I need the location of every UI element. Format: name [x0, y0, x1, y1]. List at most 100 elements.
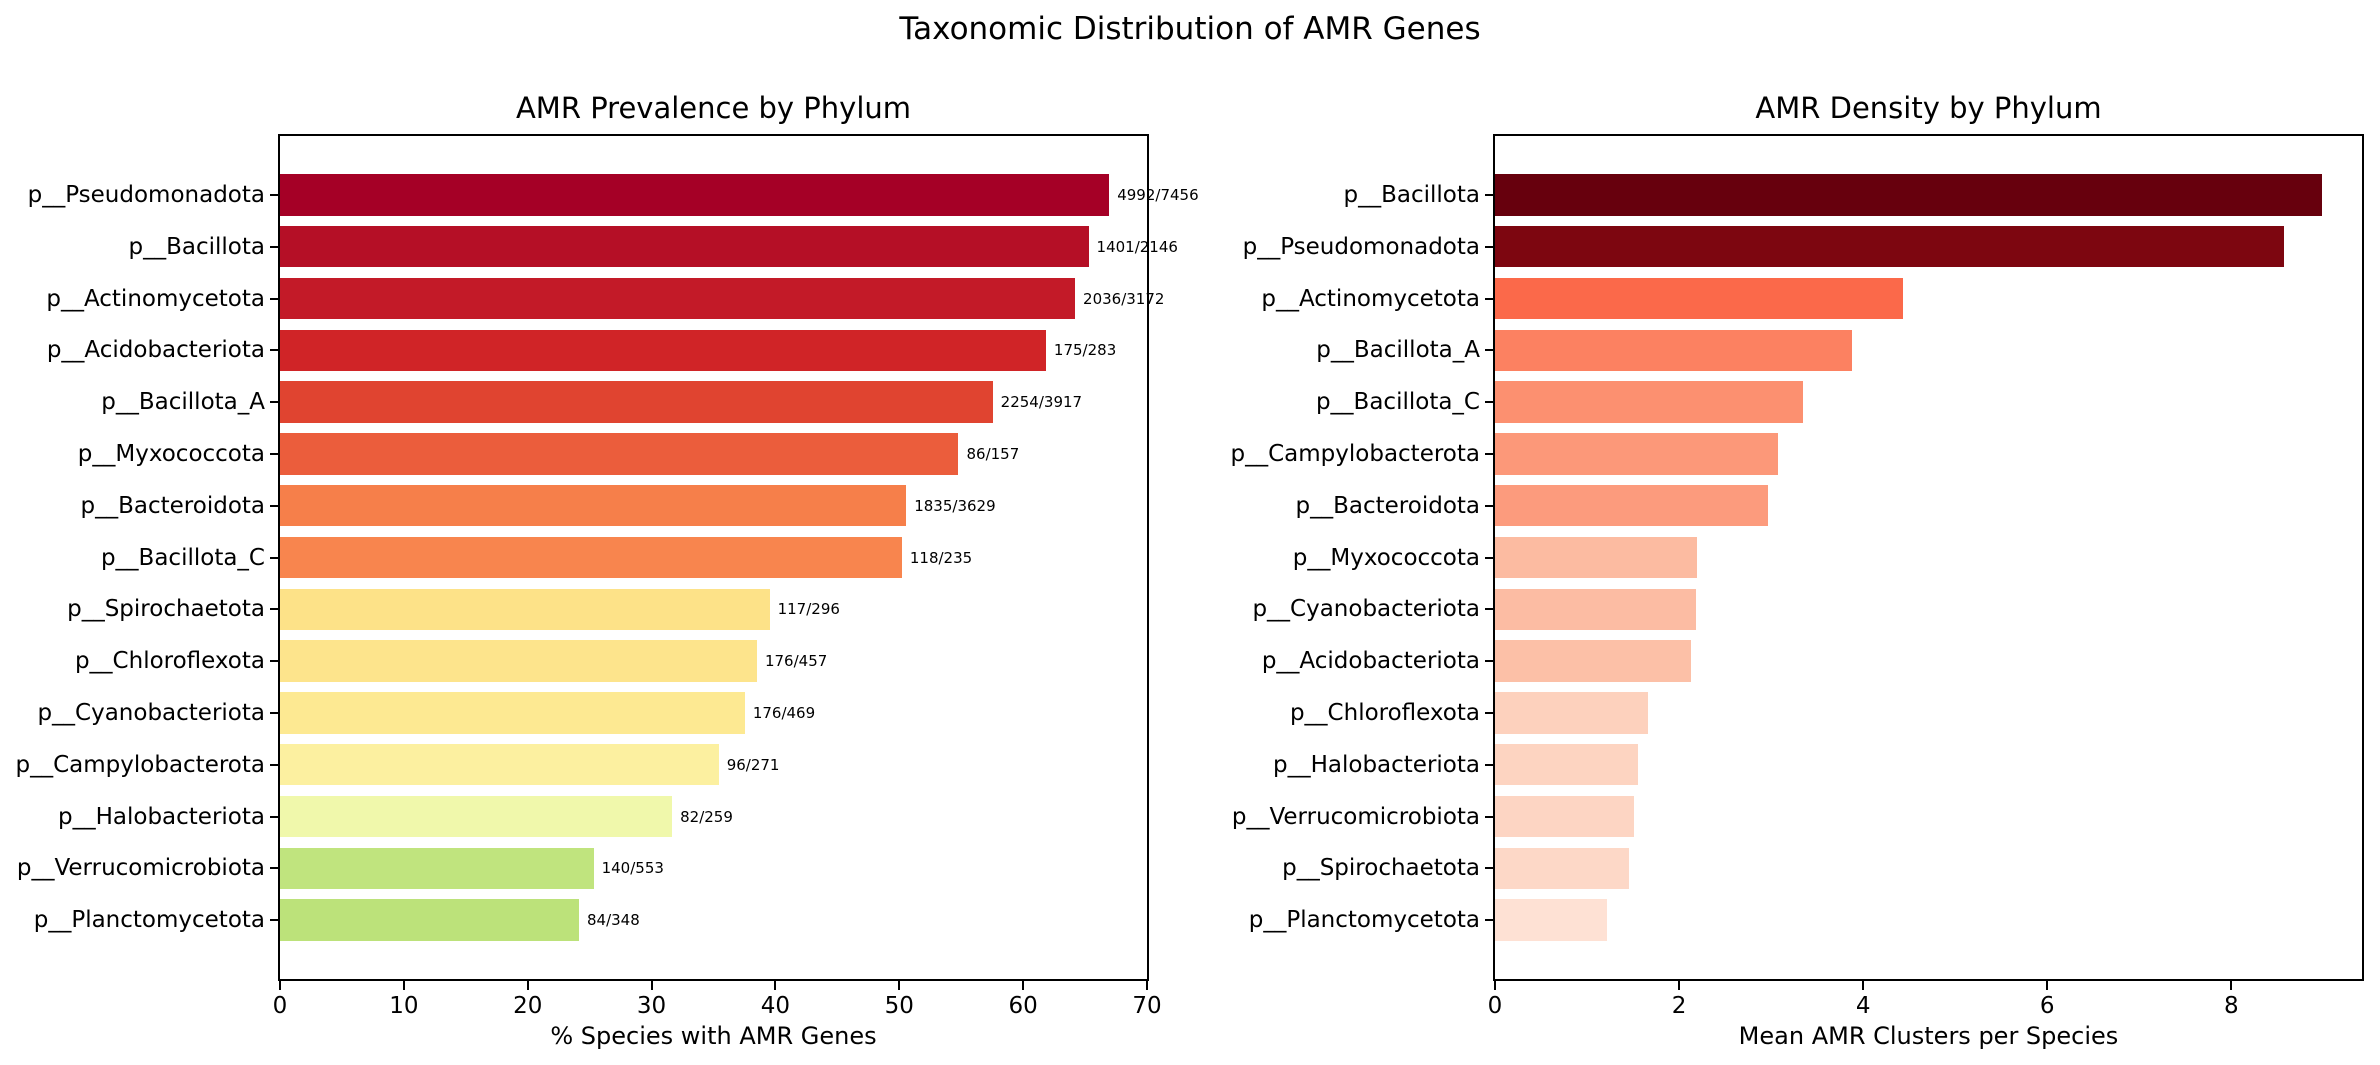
bar — [1495, 899, 1608, 941]
x-tick-label: 4 — [1855, 993, 1871, 1019]
x-tick-mark — [1146, 981, 1148, 990]
bar — [1495, 640, 1692, 682]
x-tick-label: 2 — [1671, 993, 1687, 1019]
bar-value-label: 140/553 — [601, 859, 664, 878]
x-tick-mark — [402, 981, 405, 990]
bar-value-label: 4992/7456 — [1117, 185, 1199, 204]
right-chart-x-axis-label: Mean AMR Clusters per Species — [1738, 1022, 2119, 1050]
bar — [1495, 692, 1648, 734]
y-tick-label: p__Verrucomicrobiota — [16, 855, 265, 882]
bar-value-label: 2036/3172 — [1083, 289, 1165, 308]
bar — [1495, 743, 1638, 786]
bar-value-label: 2254/3917 — [1000, 393, 1083, 412]
y-tick-mark — [270, 919, 279, 922]
y-tick-label: p__Bacillota_A — [1316, 337, 1480, 364]
y-tick-mark — [1485, 556, 1494, 559]
y-tick-label: p__Pseudomonadota — [27, 181, 265, 208]
x-tick-mark — [1678, 981, 1681, 990]
y-tick-mark — [270, 711, 279, 714]
bar-value-label: 1835/3629 — [914, 496, 996, 515]
y-tick-label: p__Bacillota — [128, 233, 265, 260]
y-tick-mark — [270, 349, 279, 352]
x-tick-mark — [526, 981, 529, 990]
bar — [280, 277, 1076, 320]
x-tick-label: 30 — [636, 993, 667, 1019]
bar — [280, 225, 1089, 268]
bar — [280, 433, 959, 475]
y-tick-mark — [1485, 504, 1494, 507]
x-tick-mark — [1022, 981, 1025, 990]
bar — [280, 588, 770, 631]
y-tick-label: p__Chloroflexota — [74, 648, 265, 675]
x-tick-mark — [1862, 981, 1865, 990]
y-tick-mark — [1485, 919, 1494, 922]
bar — [280, 847, 594, 890]
bar-value-label: 86/157 — [966, 444, 1020, 463]
x-tick-mark — [1494, 981, 1496, 990]
y-tick-label: p__Actinomycetota — [46, 285, 265, 312]
x-tick-label: 40 — [760, 993, 791, 1019]
y-tick-mark — [270, 608, 279, 611]
x-tick-label: 50 — [884, 993, 914, 1019]
bar — [1495, 536, 1698, 579]
y-tick-label: p__Myxococcota — [77, 440, 265, 467]
bar — [280, 381, 993, 423]
bar — [1495, 277, 1903, 320]
bar — [280, 484, 907, 527]
bar-value-label: 82/259 — [680, 807, 733, 826]
y-tick-mark — [270, 401, 279, 404]
x-tick-mark — [2046, 981, 2049, 990]
bar-value-label: 118/235 — [909, 548, 973, 567]
bar-value-label: 84/348 — [586, 911, 640, 930]
y-tick-mark — [270, 245, 279, 248]
x-tick-label: 20 — [513, 993, 543, 1019]
left-chart-plot-area: 4992/7456 1401/2146 2036/3172 175/283 2254/3… — [278, 134, 1199, 981]
x-tick-label: 0 — [1487, 993, 1503, 1019]
bar — [280, 329, 1046, 372]
x-tick-label: 8 — [2223, 993, 2239, 1019]
y-tick-label: p__Verrucomicrobiota — [1231, 803, 1480, 830]
y-tick-mark — [270, 763, 279, 766]
y-tick-label: p__Campylobacterota — [15, 751, 265, 778]
y-tick-label: p__Bacillota_C — [100, 544, 265, 571]
x-tick-label: 10 — [389, 993, 419, 1019]
y-tick-mark — [1485, 608, 1494, 611]
bar-value-label: 117/296 — [777, 600, 840, 619]
y-tick-label: p__Bacillota_A — [101, 389, 265, 416]
x-tick-label: 70 — [1132, 993, 1162, 1019]
bar — [1495, 847, 1630, 890]
x-tick-mark — [279, 981, 281, 990]
y-tick-mark — [270, 297, 279, 300]
bar-value-label: 176/457 — [764, 652, 828, 671]
y-tick-label: p__Bacillota — [1343, 181, 1480, 208]
bar-value-label: 175/283 — [1053, 341, 1117, 360]
x-tick-label: 0 — [272, 993, 288, 1019]
x-tick-mark — [650, 981, 653, 990]
y-tick-label: p__Spirochaetota — [1282, 855, 1480, 882]
bar — [280, 174, 1110, 216]
bar — [1495, 329, 1853, 372]
y-tick-mark — [1485, 401, 1494, 404]
y-tick-mark — [1485, 349, 1494, 352]
figure-title: Taxonomic Distribution of AMR Genes — [899, 11, 1481, 47]
bar — [1495, 433, 1778, 475]
y-tick-mark — [1485, 193, 1494, 196]
y-tick-label: p__Planctomycetota — [33, 907, 265, 934]
x-tick-mark — [774, 981, 777, 990]
y-tick-mark — [1485, 452, 1494, 455]
y-tick-mark — [1485, 763, 1494, 766]
y-tick-label: p__Pseudomonadota — [1242, 233, 1480, 260]
bar-value-label: 176/469 — [752, 703, 816, 722]
x-tick-label: 6 — [2039, 993, 2055, 1019]
right-chart-title: AMR Density by Phylum — [1755, 91, 2102, 125]
bar — [280, 743, 719, 786]
x-tick-label: 60 — [1008, 993, 1038, 1019]
y-tick-label: p__Chloroflexota — [1289, 699, 1480, 726]
y-tick-mark — [270, 660, 279, 663]
bar-value-label: 96/271 — [726, 755, 780, 774]
y-tick-mark — [270, 193, 279, 196]
y-tick-label: p__Cyanobacteriota — [37, 699, 265, 726]
y-tick-mark — [1485, 711, 1494, 714]
y-tick-label: p__Acidobacteriota — [46, 337, 265, 364]
